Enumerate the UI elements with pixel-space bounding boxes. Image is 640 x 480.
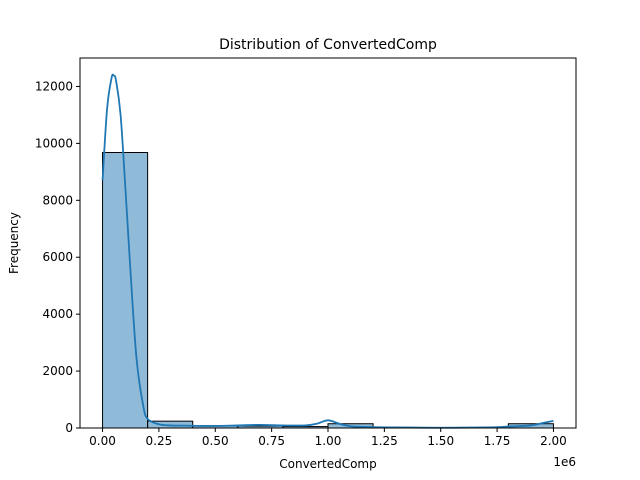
histogram-bars (102, 151, 554, 429)
y-axis-ticks: 0 2000 4000 6000 8000 10000 12000 (35, 79, 80, 435)
kde-curve (101, 73, 554, 429)
x-axis-label: ConvertedComp (279, 457, 376, 471)
x-tick-label: 0.25 (146, 434, 173, 448)
y-tick-label: 4000 (42, 307, 73, 321)
x-tick-label: 1.50 (427, 434, 454, 448)
y-tick-label: 2000 (42, 364, 73, 378)
x-tick-label: 1.25 (371, 434, 398, 448)
y-tick-label: 12000 (35, 79, 73, 93)
chart-title: Distribution of ConvertedComp (219, 37, 437, 53)
y-tick-label: 10000 (35, 136, 73, 150)
y-tick-label: 0 (65, 421, 73, 435)
y-tick-label: 8000 (42, 193, 73, 207)
x-axis-ticks: 0.00 0.25 0.50 0.75 1.00 1.25 1.50 1.75 2.00 (89, 428, 567, 448)
x-tick-label: 0.50 (202, 434, 229, 448)
x-tick-label: 1.75 (484, 434, 511, 448)
x-tick-label: 2.00 (540, 434, 567, 448)
y-axis-label: Frequency (7, 212, 21, 274)
x-axis-offset-label: 1e6 (553, 455, 576, 469)
x-tick-label: 0.75 (258, 434, 285, 448)
y-tick-label: 6000 (42, 250, 73, 264)
x-tick-label: 0.00 (89, 434, 116, 448)
plot-frame (79, 57, 577, 429)
x-tick-label: 1.00 (315, 434, 342, 448)
